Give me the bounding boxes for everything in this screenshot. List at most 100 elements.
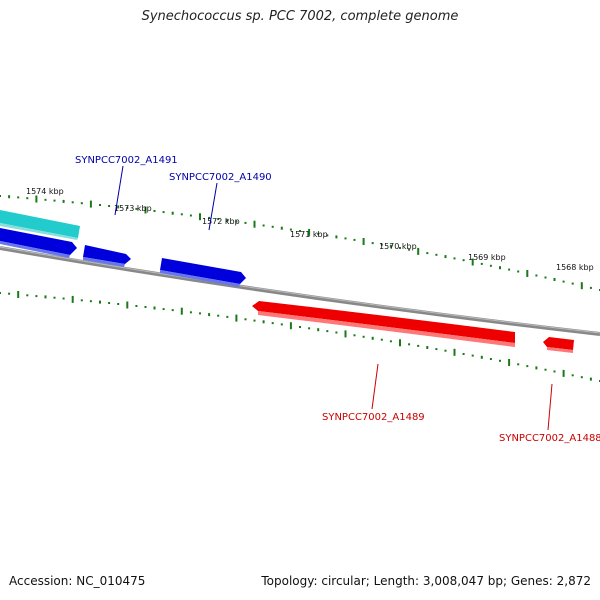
major-tick <box>17 291 20 298</box>
minor-tick <box>271 322 274 325</box>
minor-tick <box>499 266 501 270</box>
major-tick <box>144 206 147 214</box>
gene-label-a1488[interactable]: SYNPCC7002_A1488 <box>499 433 600 444</box>
minor-tick <box>326 330 329 333</box>
minor-tick <box>480 262 483 265</box>
minor-tick <box>171 211 174 215</box>
minor-tick <box>344 237 347 240</box>
minor-tick <box>8 292 11 295</box>
minor-tick <box>35 295 38 298</box>
minor-tick <box>408 248 411 251</box>
minor-tick <box>8 195 11 199</box>
leader-line-a1489 <box>371 363 379 410</box>
minor-tick <box>553 278 556 281</box>
major-tick <box>199 213 201 221</box>
minor-tick <box>208 313 211 317</box>
leader-line-a1488 <box>547 383 553 431</box>
minor-tick <box>335 235 338 239</box>
forward-tick-row <box>0 195 600 291</box>
minor-tick <box>317 232 320 235</box>
minor-tick <box>153 306 156 310</box>
major-tick <box>562 369 565 377</box>
gene-label-a1491[interactable]: SYNPCC7002_A1491 <box>75 155 178 166</box>
minor-tick <box>517 363 520 366</box>
minor-tick <box>44 295 47 299</box>
major-tick <box>126 301 129 309</box>
gene-label-a1489[interactable]: SYNPCC7002_A1489 <box>322 412 425 423</box>
minor-tick <box>135 305 138 307</box>
minor-tick <box>199 312 201 315</box>
leader-line-a1490 <box>208 182 218 231</box>
minor-tick <box>0 292 1 294</box>
minor-tick <box>299 230 301 232</box>
minor-tick <box>444 255 447 259</box>
major-tick <box>235 314 238 322</box>
minor-tick <box>235 220 238 223</box>
major-tick <box>253 220 256 228</box>
minor-tick <box>217 314 220 317</box>
minor-tick <box>126 206 129 209</box>
minor-tick <box>62 199 65 203</box>
gene-reverse-a1489[interactable] <box>252 301 515 347</box>
minor-tick <box>580 376 583 379</box>
minor-tick <box>535 366 538 370</box>
minor-tick <box>99 300 101 304</box>
kbp-label: 1572 kbp <box>202 217 240 226</box>
minor-tick <box>571 282 574 285</box>
major-tick <box>417 247 420 255</box>
minor-tick <box>180 213 183 216</box>
major-tick <box>399 339 401 347</box>
minor-tick <box>544 368 547 371</box>
minor-tick <box>262 320 265 324</box>
major-tick <box>508 359 511 366</box>
major-tick <box>453 348 456 356</box>
kbp-label: 1568 kbp <box>556 263 594 272</box>
minor-tick <box>108 302 111 304</box>
gene-forward-a1491[interactable] <box>83 245 131 267</box>
minor-tick <box>526 365 529 368</box>
kbp-labels: 1574 kbp 1573 kbp 1572 kbp 1571 kbp 1570… <box>26 187 594 272</box>
minor-tick <box>317 328 320 332</box>
minor-tick <box>308 327 311 330</box>
gene-forward-a1490[interactable] <box>160 258 246 287</box>
kbp-label: 1573 kbp <box>114 204 152 213</box>
map-title: Synechococcus sp. PCC 7002, complete gen… <box>141 9 459 24</box>
gene-forward-left[interactable] <box>0 228 77 258</box>
minor-tick <box>189 214 192 217</box>
major-tick <box>180 307 183 315</box>
minor-tick <box>53 296 56 299</box>
minor-tick <box>171 309 174 312</box>
minor-tick <box>108 205 111 207</box>
kbp-label: 1570 kbp <box>379 242 417 251</box>
minor-tick <box>289 228 292 231</box>
minor-tick <box>280 323 283 326</box>
minor-tick <box>371 336 374 340</box>
minor-tick <box>408 343 411 346</box>
minor-tick <box>553 370 556 373</box>
minor-tick <box>162 211 165 214</box>
minor-tick <box>71 201 74 204</box>
gene-reverse-a1488[interactable] <box>543 337 574 353</box>
leader-line-a1491 <box>114 165 124 216</box>
minor-tick <box>80 299 83 302</box>
minor-tick <box>562 280 565 283</box>
minor-tick <box>435 253 438 256</box>
minor-tick <box>589 377 592 381</box>
minor-tick <box>17 196 20 199</box>
minor-tick <box>89 300 92 303</box>
minor-tick <box>99 204 101 206</box>
minor-tick <box>335 331 338 334</box>
gene-label-a1490[interactable]: SYNPCC7002_A1490 <box>169 172 272 183</box>
minor-tick <box>362 335 365 338</box>
minor-tick <box>353 238 356 241</box>
minor-tick <box>44 198 47 201</box>
gene-cyan[interactable] <box>0 210 80 240</box>
minor-tick <box>0 195 1 197</box>
minor-tick <box>144 306 147 308</box>
minor-tick <box>480 355 483 359</box>
minor-tick <box>208 216 211 219</box>
minor-tick <box>417 344 420 347</box>
minor-tick <box>508 268 511 271</box>
minor-tick <box>162 308 165 311</box>
genome-stats: Topology: circular; Length: 3,008,047 bp… <box>261 574 591 588</box>
